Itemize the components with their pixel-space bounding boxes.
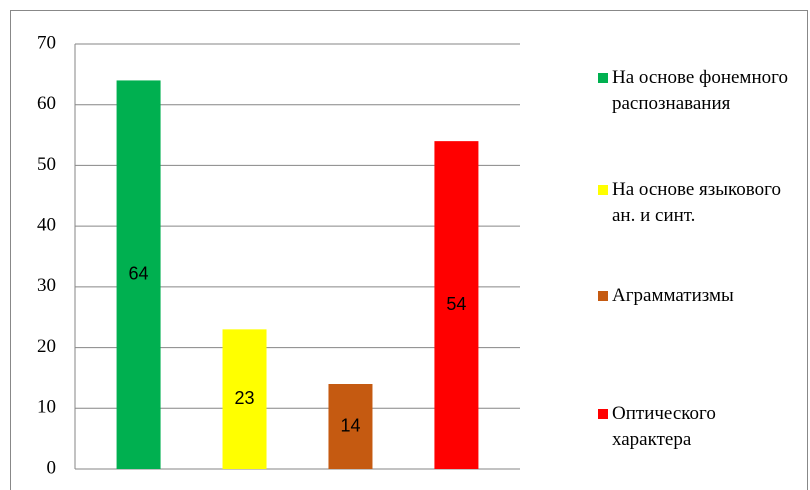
data-label: 14 <box>340 415 360 435</box>
y-tick-label: 50 <box>37 154 56 175</box>
legend-item: Аграмматизмы <box>598 283 788 309</box>
y-tick-label: 60 <box>37 93 56 114</box>
bar <box>222 329 267 469</box>
legend-label: На основе языкового ан. и синт. <box>612 179 781 226</box>
data-label: 54 <box>446 294 466 314</box>
legend-swatch <box>598 185 608 195</box>
bar <box>434 141 479 469</box>
bar <box>328 384 373 469</box>
data-label: 23 <box>235 388 255 408</box>
legend-label: На основе фонемного распознавания <box>612 67 788 114</box>
legend-item: На основе языкового ан. и синт. <box>598 177 788 229</box>
legend-item: На основе фонемного распознавания <box>598 65 788 117</box>
legend-label: Оптического характера <box>612 403 716 450</box>
data-label: 64 <box>129 263 149 283</box>
legend-item: Оптического характера <box>598 401 788 453</box>
y-tick-label: 70 <box>37 32 56 53</box>
legend-swatch <box>598 291 608 301</box>
bar <box>116 80 161 469</box>
legend-swatch <box>598 73 608 83</box>
y-tick-label: 30 <box>37 275 56 296</box>
y-tick-label: 10 <box>37 397 56 418</box>
legend-swatch <box>598 409 608 419</box>
y-tick-label: 20 <box>37 336 56 357</box>
y-tick-label: 0 <box>47 457 57 478</box>
legend-label: Аграмматизмы <box>612 285 734 306</box>
y-tick-label: 40 <box>37 215 56 236</box>
chart-border <box>10 10 808 490</box>
